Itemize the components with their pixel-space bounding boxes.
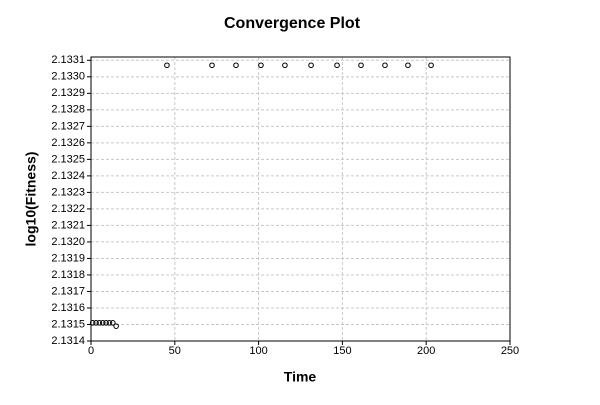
point bbox=[113, 323, 119, 329]
point bbox=[308, 62, 314, 69]
point bbox=[109, 320, 116, 326]
point bbox=[405, 62, 411, 69]
point bbox=[282, 62, 288, 69]
point bbox=[103, 320, 109, 326]
x-tick-label: 50 bbox=[169, 345, 181, 357]
y-tick-label: 2.1318 bbox=[51, 269, 85, 281]
y-tick-label: 2.1320 bbox=[51, 236, 85, 248]
point bbox=[106, 320, 113, 326]
chart-title: Convergence Plot bbox=[224, 15, 361, 32]
point bbox=[89, 320, 96, 326]
point bbox=[358, 62, 364, 69]
x-tick-label: 150 bbox=[333, 345, 351, 357]
point bbox=[93, 320, 99, 326]
y-tick-label: 2.1326 bbox=[51, 137, 85, 149]
y-tick-label: 2.1315 bbox=[51, 318, 85, 330]
point bbox=[209, 62, 215, 69]
point bbox=[428, 62, 434, 69]
x-tick-label: 0 bbox=[88, 345, 94, 357]
y-tick-label: 2.1317 bbox=[51, 285, 85, 297]
y-tick-label: 2.1314 bbox=[51, 335, 85, 347]
y-tick-label: 2.1330 bbox=[51, 71, 85, 83]
y-tick-label: 2.1327 bbox=[51, 120, 85, 132]
y-tick-label: 2.1321 bbox=[51, 219, 85, 231]
y-tick-label: 2.1324 bbox=[51, 170, 85, 182]
point bbox=[99, 320, 106, 326]
point bbox=[96, 320, 103, 326]
y-tick-label: 2.1328 bbox=[51, 104, 85, 116]
y-tick-label: 2.1319 bbox=[51, 252, 85, 264]
y-tick-label: 2.1331 bbox=[51, 54, 85, 66]
point bbox=[233, 62, 239, 69]
point bbox=[334, 62, 340, 69]
y-tick-label: 2.1329 bbox=[51, 87, 85, 99]
y-tick-label: 2.1322 bbox=[51, 203, 85, 215]
y-axis-label: log10(Fitness) bbox=[23, 152, 39, 247]
plot-frame bbox=[90, 56, 511, 342]
x-tick-label: 200 bbox=[417, 345, 435, 357]
x-axis-label: Time bbox=[284, 369, 317, 385]
x-tick-label: 250 bbox=[501, 345, 519, 357]
point bbox=[258, 62, 264, 69]
x-tick-label: 100 bbox=[249, 345, 267, 357]
point bbox=[382, 62, 388, 69]
y-tick-label: 2.1316 bbox=[51, 302, 85, 314]
y-tick-label: 2.1323 bbox=[51, 186, 85, 198]
y-tick-label: 2.1325 bbox=[51, 153, 85, 165]
point bbox=[164, 62, 170, 69]
